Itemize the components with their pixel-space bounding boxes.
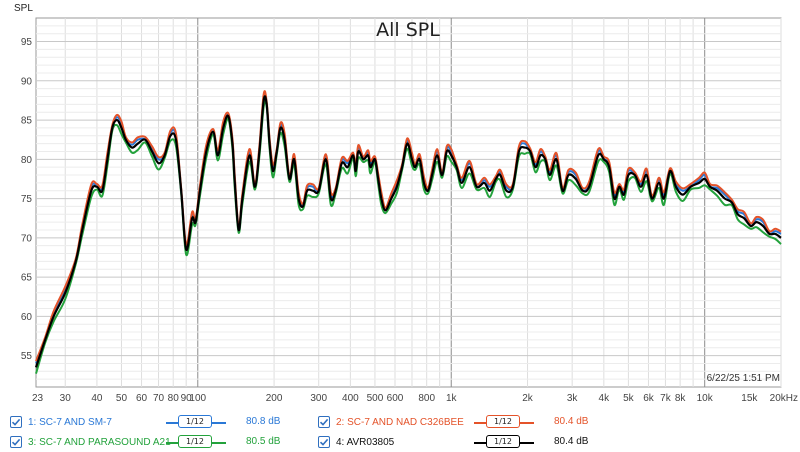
y-tick-label: 70 [21,233,33,244]
check-icon [319,438,329,446]
x-tick-label: 3k [567,393,579,404]
legend: 1: SC-7 AND SM-7 1/12 80.8 dB 2: SC-7 AND N… [0,412,800,452]
x-tick-label: 70 [153,393,165,404]
x-tick-label: 90 [181,393,193,404]
y-axis-label: SPL [14,3,33,14]
legend-entry-4: 4: AVR03805 1/12 80.4 dB [0,433,800,451]
check-icon [11,438,21,446]
x-tick-label: 6k [643,393,655,404]
x-tick-label: 40 [91,393,103,404]
x-tick-label: 1k [446,393,458,404]
x-tick-label: 800 [418,393,435,404]
series-value: 80.8 dB [246,416,281,427]
series-visibility-checkbox[interactable] [318,436,330,448]
x-tick-label: 8k [675,393,687,404]
series-name: 4: AVR03805 [336,436,395,448]
y-axis: 55 60 65 70 75 80 85 90 95 [21,37,33,362]
x-tick-label: 50 [116,393,128,404]
series-visibility-checkbox[interactable] [10,416,22,428]
smoothing-indicator: 1/12 [474,435,534,450]
legend-item: 3: SC-7 AND PARASOUND A21 [10,433,171,451]
x-tick-label: 30 [60,393,72,404]
series-value: 80.4 dB [554,436,589,447]
x-tick-label: 60 [136,393,148,404]
y-tick-label: 90 [21,76,33,87]
series-value: 80.5 dB [246,436,281,447]
series-visibility-checkbox[interactable] [10,436,22,448]
y-tick-label: 65 [21,273,33,284]
y-tick-label: 85 [21,116,33,127]
smoothing-button[interactable]: 1/12 [178,415,212,428]
smoothing-indicator: 1/12 [166,435,226,450]
series-lines [34,90,782,374]
series-line-4 [34,95,782,368]
x-tick-label: 100 [189,393,206,404]
plot-area [35,17,782,388]
x-tick-label: 2k [522,393,534,404]
x-tick-label: 23 [32,393,44,404]
x-tick-label: 200 [266,393,283,404]
series-visibility-checkbox[interactable] [318,416,330,428]
chart-title: All SPL [376,19,440,41]
legend-item: 1: SC-7 AND SM-7 [10,413,112,431]
x-tick-label: 80 [168,393,180,404]
series-name: 3: SC-7 AND PARASOUND A21 [28,436,171,448]
smoothing-button[interactable]: 1/12 [178,435,212,448]
x-tick-label: 4k [599,393,611,404]
series-value: 80.4 dB [554,416,589,427]
legend-entry-2: 2: SC-7 AND NAD C326BEE 1/12 80.4 dB [0,413,800,431]
x-tick-label: 500 [367,393,384,404]
smoothing-button[interactable]: 1/12 [486,435,520,448]
smoothing-indicator: 1/12 [474,415,534,430]
y-tick-label: 60 [21,312,33,323]
y-tick-label: 55 [21,351,33,362]
x-tick-label: 300 [310,393,327,404]
x-tick-label: 10k [697,393,714,404]
legend-item: 2: SC-7 AND NAD C326BEE [318,413,464,431]
x-tick-label: 400 [342,393,359,404]
x-tick-label: 7k [660,393,672,404]
series-name: 2: SC-7 AND NAD C326BEE [336,416,464,428]
y-tick-label: 80 [21,155,33,166]
legend-entry-3: 3: SC-7 AND PARASOUND A21 1/12 80.5 dB [0,433,800,451]
check-icon [11,418,21,426]
x-tick-label: 15k [741,393,758,404]
y-tick-label: 75 [21,194,33,205]
smoothing-button[interactable]: 1/12 [486,415,520,428]
x-tick-label: 600 [387,393,404,404]
x-tick-label: 20kHz [770,393,798,404]
smoothing-indicator: 1/12 [166,415,226,430]
series-name: 1: SC-7 AND SM-7 [28,416,112,428]
check-icon [319,418,329,426]
timestamp: 6/22/25 1:51 PM [707,373,780,384]
legend-item: 4: AVR03805 [318,433,394,451]
grid-lines [35,17,782,388]
y-tick-label: 95 [21,37,33,48]
x-tick-label: 5k [623,393,635,404]
legend-entry-1: 1: SC-7 AND SM-7 1/12 80.8 dB [0,413,800,431]
